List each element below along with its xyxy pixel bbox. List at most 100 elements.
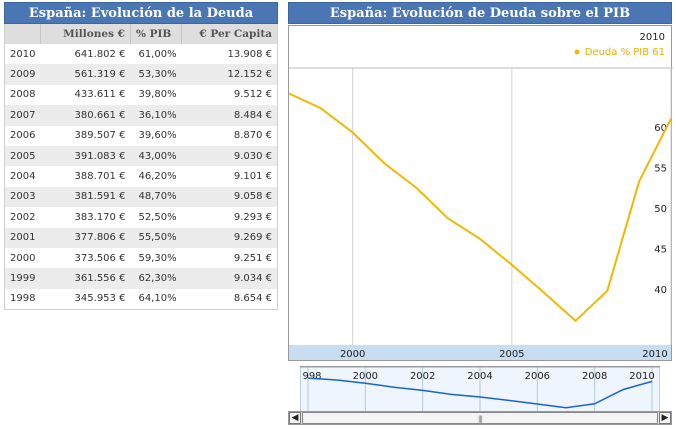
pib-cell: 55,50% (130, 227, 182, 248)
table-row: 2000 373.506 € 59,30% 9.251 € (5, 248, 277, 268)
year-cell: 1998 (10, 293, 36, 305)
nav-tick-label: 2008 (582, 371, 607, 382)
year-cell: 2004 (10, 171, 36, 183)
annotated-timeline-chart: 40 45 50 55 60 2010 Deuda % PIB 61 2000 2005 201… (288, 25, 673, 425)
table-row: 2005 391.083 €43,00% 9.030 € (5, 145, 277, 167)
millones-cell: 381.591 € (40, 186, 131, 208)
per-capita-cell: 9.293 € (233, 211, 272, 223)
pib-cell: 64,10% (138, 293, 177, 305)
millones-cell: 373.506 € (74, 252, 126, 264)
year-cell: 2001 (5, 227, 41, 248)
year-cell: 2007 (5, 105, 41, 126)
table-row: 2001 377.806 €55,50% 9.269 € (5, 227, 277, 248)
table-row: 2002 383.170 € 52,50% 9.293 € (5, 207, 277, 227)
x-tick-label: 2000 (340, 349, 365, 360)
pib-cell: 52,50% (138, 211, 177, 223)
year-cell: 2003 (5, 186, 41, 208)
deuda-pib-line[interactable] (288, 92, 672, 323)
debt-table: Millones € % PIB € Per Capita 2010 641.80… (4, 24, 278, 311)
pib-cell: 46,20% (138, 171, 177, 183)
year-cell: 1999 (5, 268, 41, 289)
millones-cell: 389.507 € (74, 130, 126, 142)
per-capita-cell: 9.058 € (181, 186, 277, 208)
per-capita-cell: 9.030 € (181, 145, 277, 167)
table-row: 2008 433.611 € 39,80% 9.512 € (5, 85, 277, 105)
scroll-right-button[interactable]: ▶ (659, 412, 671, 424)
millones-cell: 383.170 € (74, 211, 126, 223)
table-row: 2004 388.701 € 46,20% 9.101 € (5, 166, 277, 186)
millones-column-header[interactable]: Millones € (39, 24, 131, 44)
pib-cell: 62,30% (130, 268, 182, 289)
per-capita-column-header[interactable]: € Per Capita (181, 24, 277, 44)
nav-tick-label: 998 (302, 371, 321, 382)
debt-table-title: España: Evolución de la Deuda (4, 2, 278, 24)
millones-cell: 345.953 € (74, 293, 126, 305)
nav-tick-label: 2000 (353, 371, 378, 382)
nav-tick-label: 2002 (410, 371, 435, 382)
pib-cell: 48,70% (130, 186, 182, 208)
scrollbar-grip-icon: ||| (477, 415, 483, 423)
millones-cell: 380.661 € (40, 105, 131, 126)
scrollbar-thumb[interactable]: ||| (302, 412, 658, 424)
per-capita-cell: 9.269 € (181, 227, 277, 248)
table-row: 1999 361.556 €62,30% 9.034 € (5, 268, 277, 289)
y-tick-label: 60 (654, 123, 667, 134)
pib-column-header[interactable]: % PIB (129, 24, 182, 44)
x-axis-svg: 2000 2005 2010 (340, 349, 668, 360)
per-capita-cell: 9.101 € (233, 171, 272, 183)
millones-cell: 641.802 € (74, 48, 126, 60)
pib-cell: 59,30% (138, 252, 177, 264)
per-capita-cell: 9.251 € (233, 252, 272, 264)
table-row: 2006 389.507 € 39,60% 8.870 € (5, 126, 277, 146)
per-capita-cell: 8.654 € (233, 293, 272, 305)
nav-series-line (307, 377, 653, 409)
pib-cell: 39,80% (138, 89, 177, 101)
per-capita-cell: 9.512 € (233, 89, 272, 101)
year-cell: 2010 (10, 48, 36, 60)
table-row: 2009 561.319 €53,30% 12.152 € (5, 64, 277, 85)
table-row: 2010 641.802 € 61,00% 13.908 € (5, 44, 277, 64)
millones-cell: 361.556 € (40, 268, 131, 289)
main-line-chart[interactable]: 40 45 50 55 60 2010 Deuda % PIB 61 (288, 25, 673, 361)
millones-cell: 377.806 € (40, 227, 131, 248)
y-tick-label: 45 (654, 245, 667, 256)
nav-tick-label: 2006 (525, 371, 550, 382)
nav-tick-label: 2004 (467, 371, 492, 382)
pib-cell: 61,00% (138, 48, 177, 60)
year-cell: 2009 (5, 64, 41, 85)
table-header-row: Millones € % PIB € Per Capita (5, 24, 277, 44)
date-readout: 2010 (640, 32, 665, 43)
per-capita-cell: 12.152 € (181, 64, 277, 85)
millones-cell: 561.319 € (40, 64, 131, 85)
pib-cell: 43,00% (130, 145, 182, 167)
pib-cell: 39,60% (138, 130, 177, 142)
legend-marker-icon (574, 49, 580, 55)
year-cell: 2002 (10, 211, 36, 223)
range-navigator[interactable]: 998 2000 2002 2004 2006 2008 2010 (299, 366, 661, 414)
legend-label: Deuda % PIB 61 (585, 47, 665, 58)
x-tick-label: 2005 (499, 349, 524, 360)
y-tick-label: 50 (654, 204, 667, 215)
millones-cell: 391.083 € (40, 145, 131, 167)
chart-title: España: Evolución de Deuda sobre el PIB (288, 2, 672, 24)
x-axis-band: 2000 2005 2010 (288, 345, 672, 361)
range-navigator-svg: 998 2000 2002 2004 2006 2008 2010 (299, 366, 661, 414)
year-column-header[interactable] (5, 24, 41, 44)
per-capita-cell: 13.908 € (227, 48, 272, 60)
year-cell: 2008 (10, 89, 36, 101)
per-capita-cell: 8.484 € (181, 105, 277, 126)
table-row: 1998 345.953 € 64,10% 8.654 € (5, 289, 277, 309)
millones-cell: 388.701 € (74, 171, 126, 183)
per-capita-cell: 9.034 € (181, 268, 277, 289)
year-cell: 2005 (5, 145, 41, 167)
y-tick-label: 55 (654, 163, 667, 174)
per-capita-cell: 8.870 € (233, 130, 272, 142)
year-cell: 2006 (10, 130, 36, 142)
y-tick-label: 40 (654, 285, 667, 296)
nav-tick-label: 2010 (629, 371, 654, 382)
pib-cell: 36,10% (130, 105, 182, 126)
millones-cell: 433.611 € (74, 89, 126, 101)
range-scrollbar[interactable]: ◀ ||| ▶ (288, 411, 672, 425)
pib-cell: 53,30% (130, 64, 182, 85)
scroll-left-button[interactable]: ◀ (289, 412, 301, 424)
